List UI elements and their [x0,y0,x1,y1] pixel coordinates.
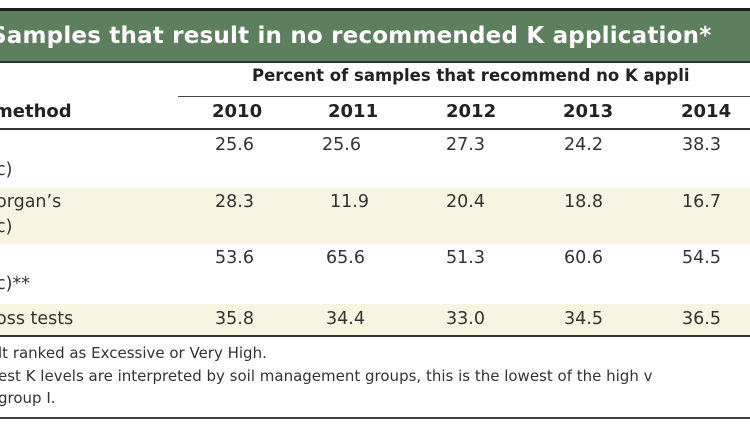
table-cell: 36.5 [682,309,721,329]
row-label-line: organ’s [0,192,62,212]
table-row: c) 25.6 25.6 27.3 24.2 38.3 [0,130,750,188]
title-bar: Samples that result in no recommended K … [0,8,750,63]
table-cell: 24.2 [564,135,603,155]
table-cell: 51.3 [446,248,485,268]
footnote: lt ranked as Excessive or Very High. [0,344,267,362]
header-year: 2012 [446,101,497,122]
table-cell: 25.6 [215,135,254,155]
frame-bottom-rule [0,417,750,419]
row-label-line: c) [0,217,13,237]
table-cell: 35.8 [215,309,254,329]
table-row: oss tests 35.8 34.4 33.0 34.5 36.5 [0,304,750,335]
table-cell: 34.4 [326,309,365,329]
table-cell: 27.3 [446,135,485,155]
table-cell: 11.9 [330,192,369,212]
table-cell: 33.0 [446,309,485,329]
table-cell: 34.5 [564,309,603,329]
header-row: method 2010 2011 2012 2013 2014 [0,98,750,126]
row-label-line: c)** [0,274,30,294]
table-bottom-rule [0,335,750,337]
table-cell: 60.6 [564,248,603,268]
row-label-line: oss tests [0,309,74,329]
super-header-rule [178,96,750,97]
super-header: Percent of samples that recommend no K a… [252,66,690,85]
table-cell: 20.4 [446,192,485,212]
table-cell: 25.6 [322,135,361,155]
header-year: 2014 [681,101,732,122]
table-cell: 38.3 [682,135,721,155]
table-cell: 54.5 [682,248,721,268]
header-rule [0,128,750,130]
header-year: 2011 [328,101,379,122]
header-label: method [0,101,72,122]
table-cell: 53.6 [215,248,254,268]
table-cell: 16.7 [682,192,721,212]
row-label-line: c) [0,160,13,180]
footnote: est K levels are interpreted by soil man… [0,367,653,385]
table-row: organ’s c) 28.3 11.9 20.4 18.8 16.7 [0,188,750,244]
header-year: 2013 [563,101,614,122]
footnote: group I. [0,389,56,407]
header-year: 2010 [212,101,263,122]
table-title: Samples that result in no recommended K … [0,23,712,49]
table-cell: 28.3 [215,192,254,212]
table-row: c)** 53.6 65.6 51.3 60.6 54.5 [0,244,750,304]
table-cell: 65.6 [326,248,365,268]
table-cell: 18.8 [564,192,603,212]
